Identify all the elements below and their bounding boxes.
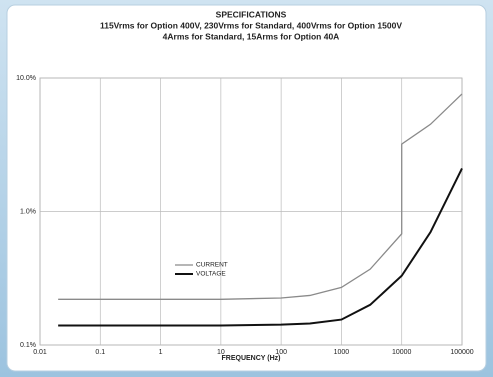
x-tick-label: 100000 <box>450 349 473 356</box>
series-line <box>58 168 463 327</box>
chart-subtitle: 115Vrms for Option 400V, 230Vrms for Sta… <box>100 20 402 30</box>
legend-label: CURRENT <box>196 262 228 269</box>
y-tick-label: 0.1% <box>20 342 36 349</box>
x-tick-label: 10000 <box>392 349 412 356</box>
series-line <box>58 93 463 300</box>
y-tick-label: 10.0% <box>16 75 36 82</box>
y-tick-label: 1.0% <box>20 208 36 215</box>
chart-title: SPECIFICATIONS <box>216 9 287 19</box>
x-tick-label: 100 <box>275 349 287 356</box>
x-tick-label: 0.1 <box>95 349 105 356</box>
x-axis-label: FREQUENCY (Hz) <box>222 355 281 362</box>
x-tick-label: 1 <box>159 349 163 356</box>
x-tick-label: 0.01 <box>33 349 47 356</box>
legend-label: VOLTAGE <box>196 271 226 278</box>
chart-subtitle: 4Arms for Standard, 15Arms for Option 40… <box>163 31 340 41</box>
x-tick-label: 10 <box>217 349 225 356</box>
x-tick-label: 1000 <box>334 349 350 356</box>
